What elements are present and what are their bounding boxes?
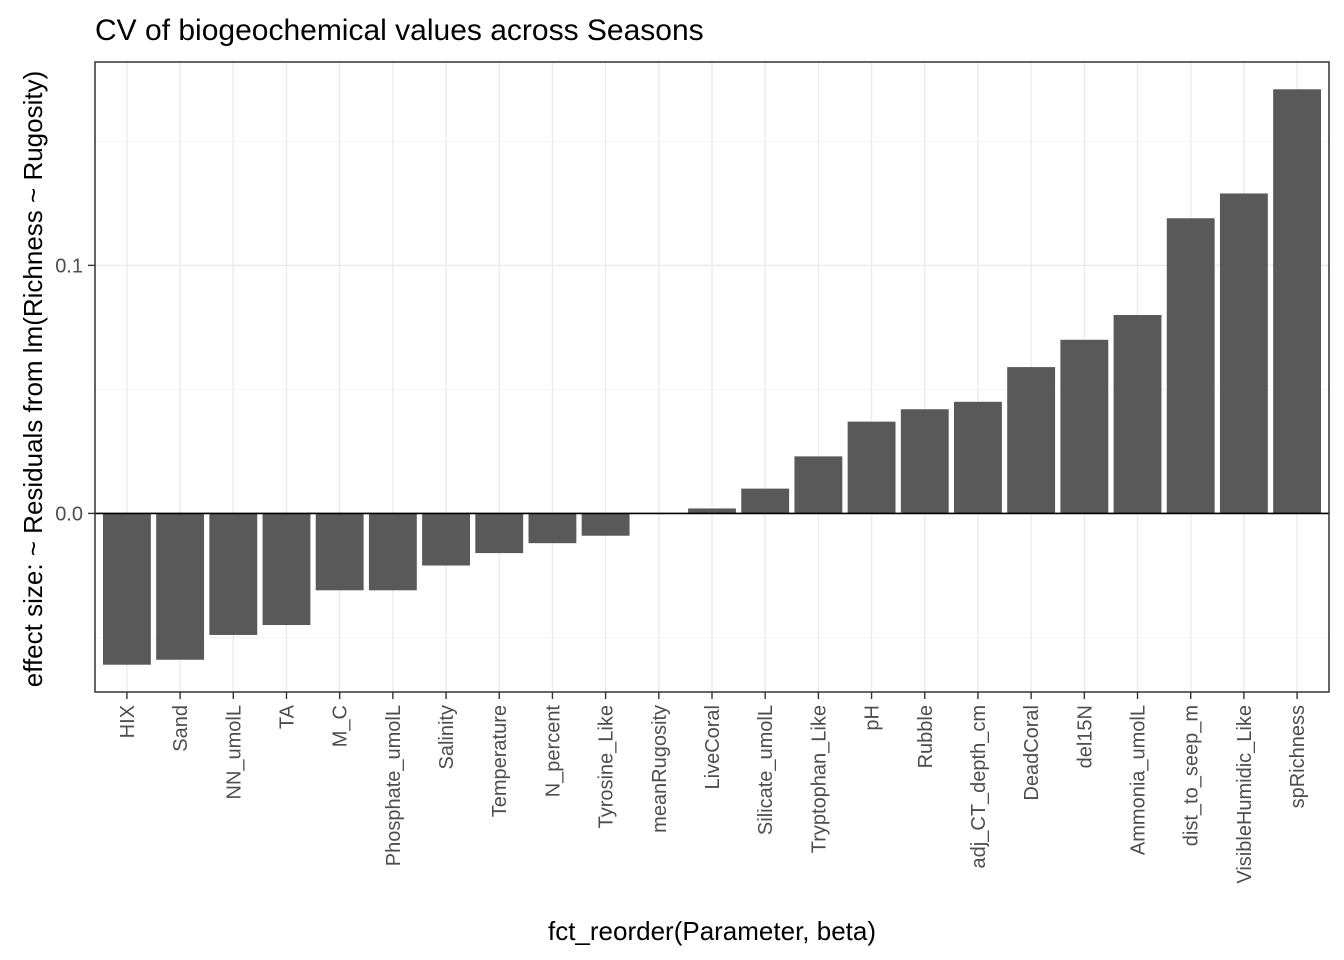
- bar-temperature: [475, 513, 524, 554]
- x-tick-label: Phosphate_umolL: [383, 705, 405, 866]
- x-axis-title: fct_reorder(Parameter, beta): [548, 916, 876, 946]
- x-tick-label: Rubble: [915, 705, 937, 768]
- bars: [102, 89, 1322, 665]
- bar-nn-umoll: [209, 513, 258, 635]
- bar-m-c: [315, 513, 364, 591]
- bar-livecoral: [688, 508, 736, 514]
- bar-phosphate-umoll: [368, 513, 417, 591]
- bar-deadcoral: [1007, 367, 1056, 514]
- x-tick-label: adj_CT_depth_cm: [968, 705, 990, 868]
- y-axis-title: effect size: ~ Residuals from lm(Richnes…: [18, 71, 48, 688]
- x-tick-label: Ammonia_umolL: [1128, 705, 1150, 855]
- bar-del15n: [1060, 339, 1109, 514]
- x-tick-label: NN_umolL: [223, 705, 245, 799]
- bar-dist-to-seep-m: [1166, 218, 1215, 514]
- y-tick-label: 0.0: [55, 503, 83, 525]
- x-axis: HIX Sand NN_umolL TA M_C Phosphate_umolL Salin…: [117, 692, 1309, 884]
- x-tick-label: del15N: [1074, 705, 1096, 768]
- x-tick-label: N_percent: [542, 705, 564, 798]
- bar-sand: [156, 513, 205, 660]
- x-tick-label: Salinity: [436, 705, 458, 769]
- bar-sprichness: [1273, 89, 1322, 514]
- x-tick-label: dist_to_seep_m: [1181, 705, 1203, 846]
- x-tick-label: M_C: [330, 705, 352, 747]
- bar-visiblehumidic-like: [1219, 193, 1268, 514]
- x-tick-label: DeadCoral: [1021, 705, 1043, 801]
- x-tick-label: HIX: [117, 705, 139, 738]
- bar-salinity: [422, 513, 470, 566]
- x-tick-label: Temperature: [489, 705, 511, 817]
- y-axis: 0.0 0.1: [55, 255, 95, 525]
- x-tick-label: meanRugosity: [649, 705, 671, 833]
- bar-silicate-umoll: [741, 488, 790, 514]
- x-tick-label: VisibleHumidic_Like: [1234, 705, 1256, 884]
- x-tick-label: pH: [862, 705, 884, 731]
- y-tick-label: 0.1: [55, 255, 83, 277]
- bar-n-percent: [528, 513, 577, 544]
- x-tick-label: Silicate_umolL: [755, 705, 777, 835]
- x-tick-label: Tryptophan_Like: [808, 705, 830, 853]
- bar-ph: [847, 421, 896, 514]
- bar-tyrosine-like: [581, 513, 630, 536]
- x-tick-label: Tyrosine_Like: [596, 705, 618, 828]
- bar-tryptophan-like: [794, 456, 843, 514]
- x-tick-label: TA: [276, 704, 298, 729]
- x-tick-label: spRichness: [1287, 705, 1309, 808]
- bar-hix: [102, 513, 151, 665]
- bar-adj-ct-depth-cm: [954, 401, 1002, 514]
- x-tick-label: Sand: [170, 705, 192, 752]
- x-tick-label: LiveCoral: [702, 705, 724, 789]
- bar-ta: [262, 513, 311, 626]
- bar-ammonia-umoll: [1113, 314, 1162, 514]
- chart-title: CV of biogeochemical values across Seaso…: [95, 14, 704, 47]
- bar-rubble: [900, 409, 949, 514]
